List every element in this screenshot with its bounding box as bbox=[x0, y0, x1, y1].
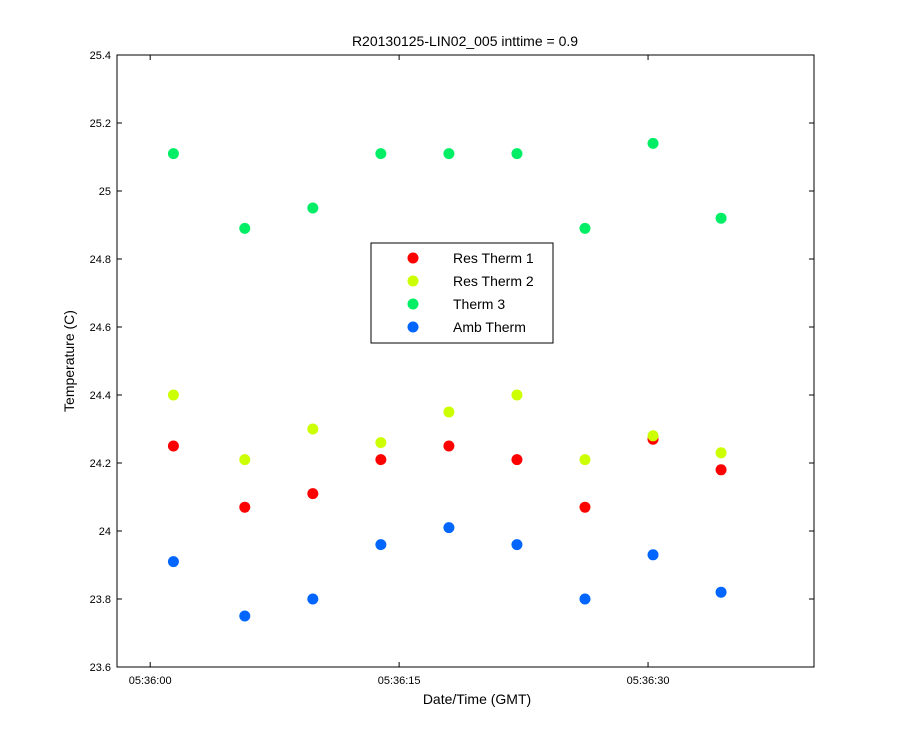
chart-title: R20130125-LIN02_005 inttime = 0.9 bbox=[352, 33, 578, 49]
y-tick-label: 25 bbox=[99, 186, 111, 198]
legend-label: Therm 3 bbox=[453, 296, 505, 312]
data-point bbox=[647, 549, 659, 561]
y-axis-title: Temperature (C) bbox=[61, 310, 77, 412]
y-tick-label: 24.8 bbox=[90, 254, 111, 266]
data-point bbox=[239, 610, 251, 622]
data-point bbox=[307, 593, 319, 605]
data-point bbox=[239, 454, 251, 466]
data-point bbox=[579, 222, 591, 234]
y-tick-label: 25.2 bbox=[90, 118, 111, 130]
data-point bbox=[511, 148, 523, 160]
y-tick-label: 25.4 bbox=[90, 50, 111, 62]
legend-box bbox=[370, 242, 554, 344]
data-point bbox=[511, 539, 523, 551]
data-point bbox=[715, 586, 727, 598]
x-axis-title: Date/Time (GMT) bbox=[423, 691, 531, 707]
series-1 bbox=[167, 389, 727, 466]
y-axis-ticks: 23.6 23.8 24 24.2 24.4 24.6 24.8 25 25.2 25.4 bbox=[90, 50, 814, 674]
y-tick-label: 24 bbox=[99, 526, 111, 538]
data-point bbox=[579, 454, 591, 466]
data-point bbox=[375, 437, 387, 449]
data-point bbox=[579, 501, 591, 513]
data-point bbox=[239, 501, 251, 513]
series-3 bbox=[167, 522, 727, 622]
data-point bbox=[511, 454, 523, 466]
data-point bbox=[375, 148, 387, 160]
y-tick-label: 24.6 bbox=[90, 322, 111, 334]
data-point bbox=[443, 522, 455, 534]
legend-marker bbox=[407, 298, 419, 310]
data-point bbox=[715, 464, 727, 476]
data-point bbox=[511, 389, 523, 401]
y-tick-label: 23.8 bbox=[90, 594, 111, 606]
legend-label: Amb Therm bbox=[453, 319, 526, 335]
series-2 bbox=[167, 137, 727, 234]
plot-area bbox=[116, 54, 815, 668]
y-tick-label: 24.4 bbox=[90, 390, 111, 402]
data-point bbox=[375, 454, 387, 466]
data-point bbox=[647, 137, 659, 149]
y-tick-label: 24.2 bbox=[90, 458, 111, 470]
data-point bbox=[167, 148, 179, 160]
data-point bbox=[647, 430, 659, 442]
data-point bbox=[167, 556, 179, 568]
data-point bbox=[443, 148, 455, 160]
data-point bbox=[307, 423, 319, 435]
legend-marker bbox=[407, 275, 419, 287]
legend: Res Therm 1 Res Therm 2 Therm 3 Amb Therm bbox=[370, 242, 554, 344]
data-point bbox=[443, 440, 455, 452]
data-point bbox=[239, 222, 251, 234]
data-point bbox=[443, 406, 455, 418]
x-tick-label: 05:36:30 bbox=[627, 675, 670, 687]
data-point bbox=[715, 447, 727, 459]
legend-marker bbox=[407, 252, 419, 264]
legend-label: Res Therm 1 bbox=[453, 250, 534, 266]
x-axis-ticks: 05:36:00 05:36:15 05:36:30 bbox=[129, 55, 670, 687]
data-point bbox=[167, 440, 179, 452]
data-point bbox=[375, 539, 387, 551]
x-tick-label: 05:36:15 bbox=[378, 675, 421, 687]
legend-marker bbox=[407, 321, 419, 333]
x-tick-label: 05:36:00 bbox=[129, 675, 172, 687]
data-point bbox=[715, 212, 727, 224]
data-point bbox=[579, 593, 591, 605]
y-tick-label: 23.6 bbox=[90, 662, 111, 674]
data-point bbox=[307, 202, 319, 214]
data-point bbox=[167, 389, 179, 401]
data-points bbox=[167, 137, 727, 622]
data-point bbox=[307, 488, 319, 500]
legend-label: Res Therm 2 bbox=[453, 273, 534, 289]
